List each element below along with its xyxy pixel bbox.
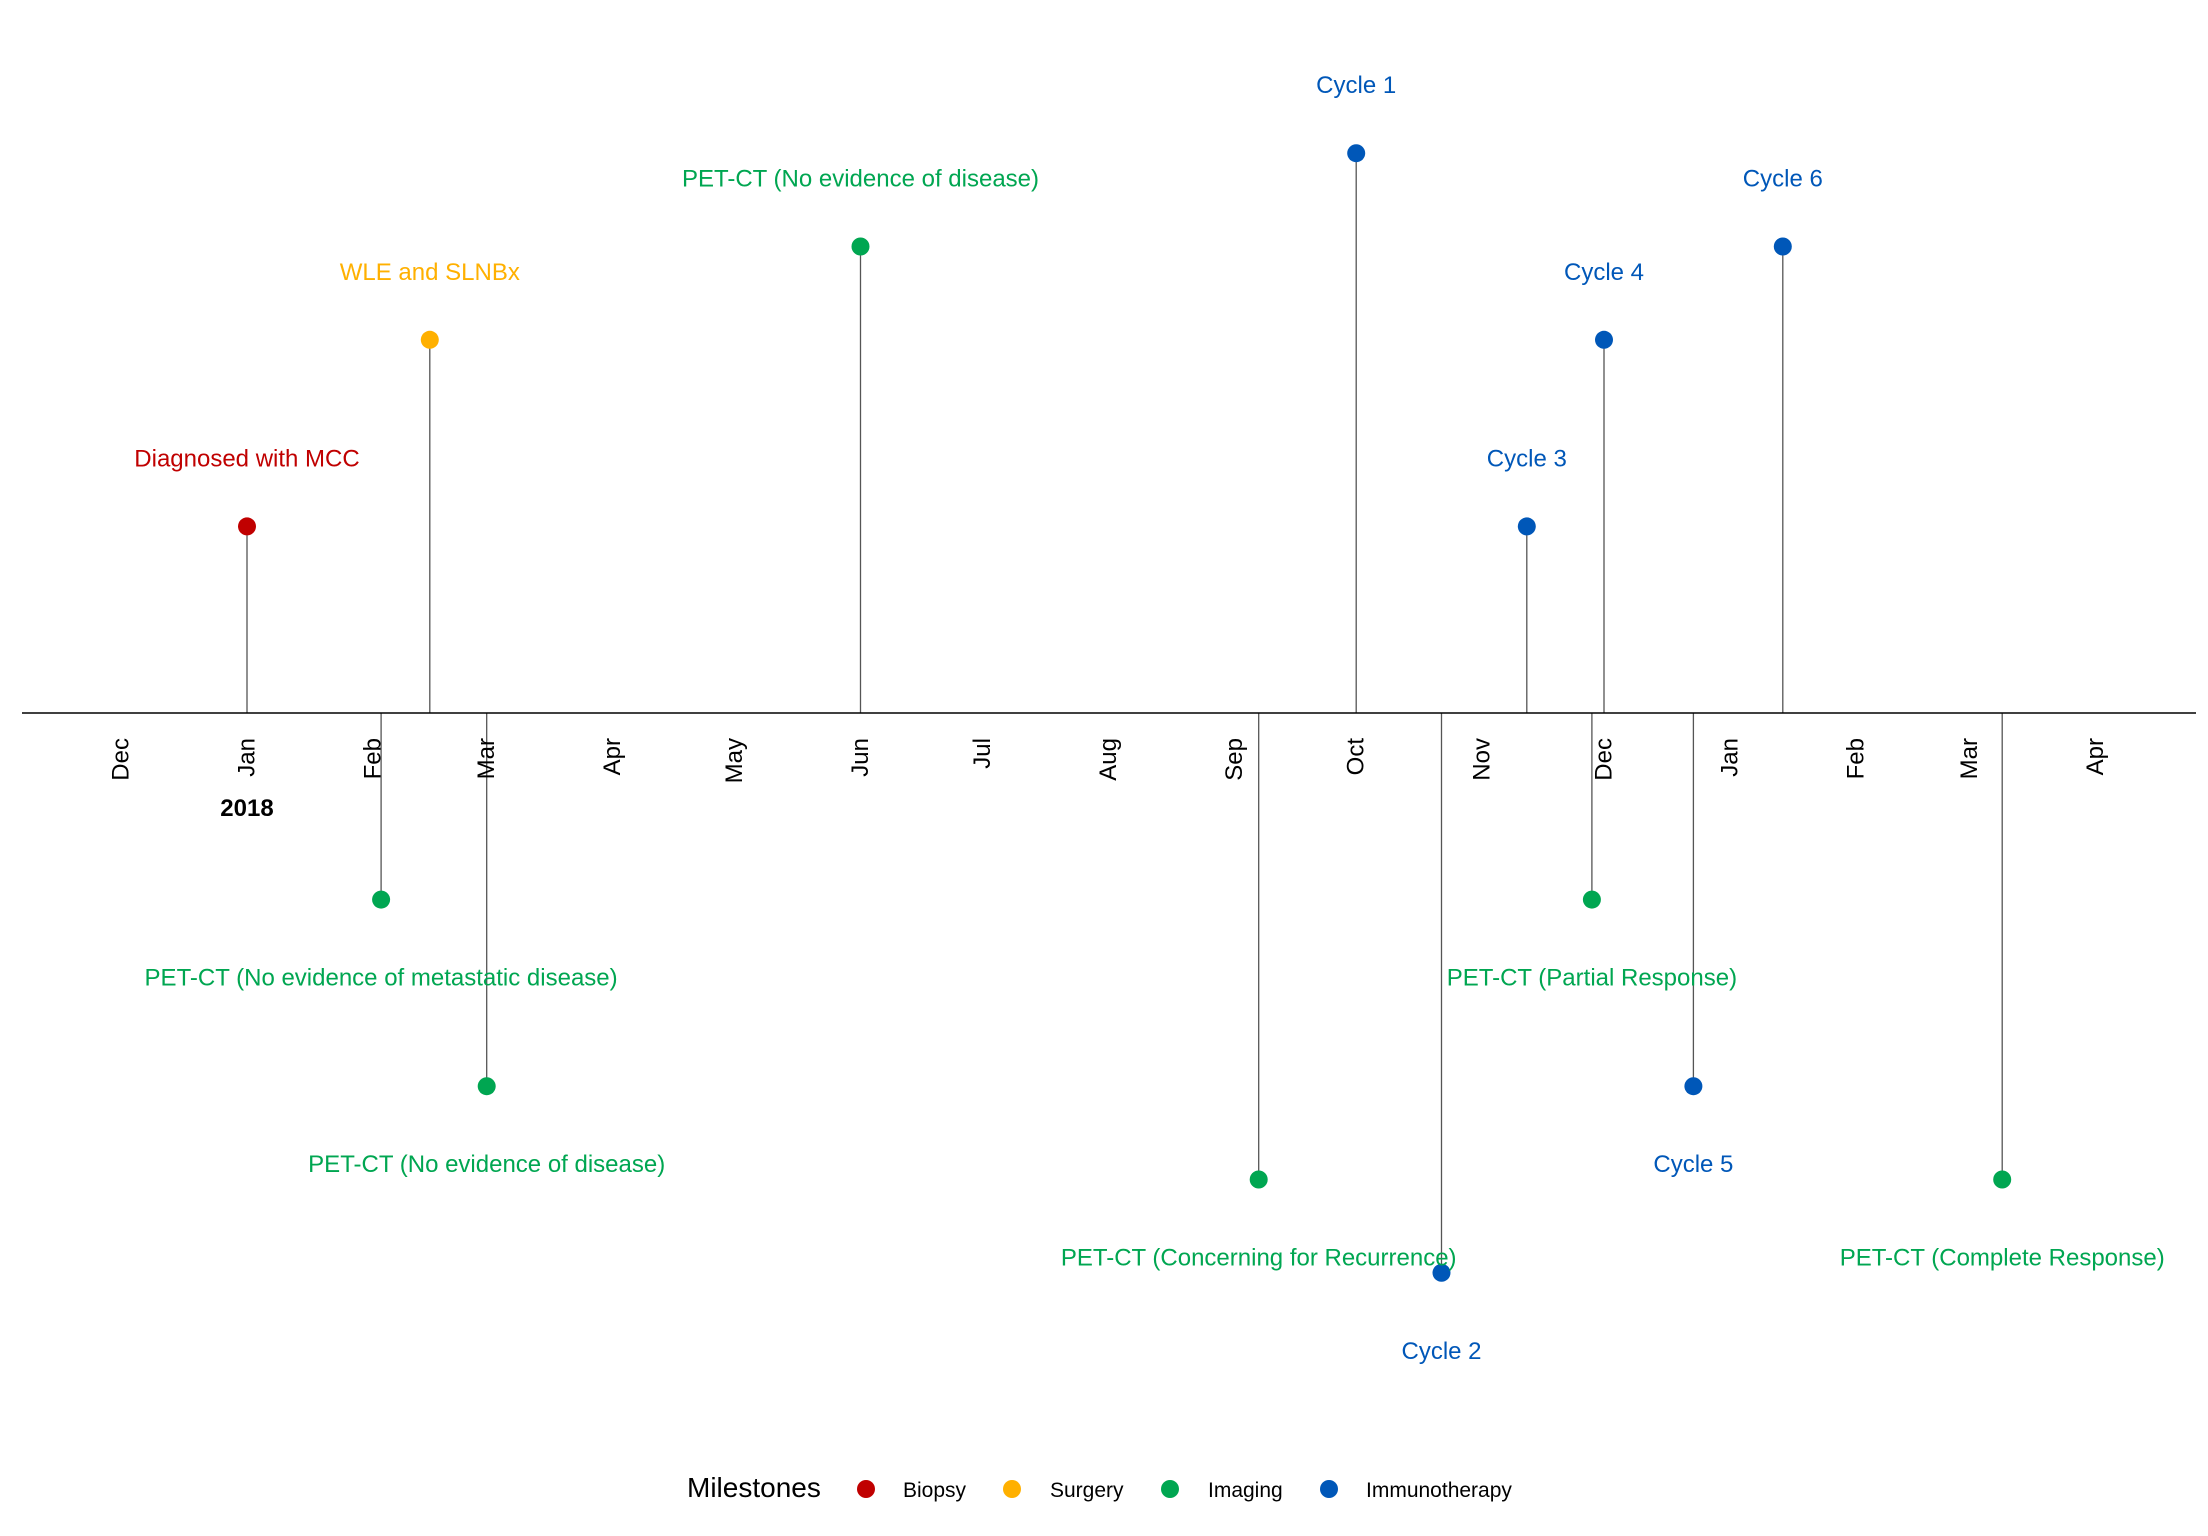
month-tick-label: Feb (360, 738, 387, 779)
month-tick-label: Dec (1591, 738, 1618, 781)
legend-key (857, 1480, 875, 1498)
month-tick-labels: Dec Jan Feb Mar Apr May Jun Jul Aug Sep Oct Nov Dec J… (108, 738, 2110, 784)
event-label: Cycle 3 (1487, 445, 1567, 472)
event-point (1432, 1263, 1451, 1282)
month-tick-label: Apr (2082, 738, 2109, 775)
year-label: 2018 (220, 795, 273, 822)
event-point (477, 1077, 496, 1096)
event-label: Cycle 5 (1653, 1151, 1733, 1178)
legend-key (1003, 1480, 1021, 1498)
event-stems (246, 153, 2003, 1273)
month-tick-label: Jun (847, 738, 874, 777)
event-label: Diagnosed with MCC (134, 445, 359, 472)
month-tick-label: Nov (1469, 738, 1496, 781)
legend-label: Biopsy (903, 1479, 967, 1502)
month-tick-label: Jan (234, 738, 261, 777)
legend-title: Milestones (687, 1472, 821, 1503)
event-label: PET-CT (Concerning for Recurrence) (1061, 1245, 1457, 1272)
event-point (1773, 237, 1792, 256)
month-tick-label: Oct (1343, 738, 1370, 776)
event-point (1595, 330, 1613, 349)
event-point (1582, 890, 1601, 909)
month-tick-label: Apr (599, 738, 626, 775)
event-point (1517, 517, 1536, 536)
month-tick-label: Sep (1221, 738, 1248, 781)
month-tick-label: May (721, 738, 748, 783)
event-point (1993, 1170, 2012, 1189)
legend: Milestones Biopsy Surgery Imaging Immunothe… (687, 1472, 1512, 1503)
event-point (851, 237, 870, 256)
event-point (1249, 1170, 1268, 1189)
month-tick-label: Jul (969, 738, 996, 769)
event-label: Cycle 4 (1564, 259, 1644, 286)
event-point (238, 517, 256, 536)
event-label: PET-CT (No evidence of disease) (682, 166, 1039, 193)
event-label: Cycle 6 (1743, 166, 1823, 193)
year-labels: 2018 (220, 795, 273, 822)
legend-key (1161, 1480, 1179, 1498)
legend-items: Biopsy Surgery Imaging Immunotherapy (857, 1479, 1512, 1502)
legend-label: Surgery (1050, 1479, 1124, 1502)
month-tick-label: Feb (1843, 738, 1870, 779)
event-label: Cycle 1 (1316, 72, 1396, 99)
month-tick-label: Dec (108, 738, 135, 781)
event-label: WLE and SLNBx (340, 259, 520, 286)
event-point (1684, 1077, 1703, 1096)
event-label: PET-CT (No evidence of disease) (308, 1151, 665, 1178)
event-labels: Diagnosed with MCC PET-CT (No evidence of… (134, 72, 2164, 1365)
event-label: Cycle 2 (1401, 1338, 1481, 1365)
event-point (420, 330, 439, 349)
month-tick-label: Mar (473, 738, 500, 779)
event-label: PET-CT (Partial Response) (1447, 965, 1737, 992)
event-points (238, 144, 2012, 1282)
month-tick-label: Jan (1717, 738, 1744, 777)
event-label: PET-CT (Complete Response) (1840, 1245, 2165, 1272)
event-point (372, 890, 391, 909)
event-point (1347, 144, 1366, 163)
event-label: PET-CT (No evidence of metastatic diseas… (145, 965, 618, 992)
legend-label: Imaging (1208, 1479, 1283, 1502)
legend-key (1320, 1480, 1338, 1498)
month-tick-label: Mar (1956, 738, 1983, 779)
legend-label: Immunotherapy (1366, 1479, 1512, 1502)
month-tick-label: Aug (1095, 738, 1122, 781)
